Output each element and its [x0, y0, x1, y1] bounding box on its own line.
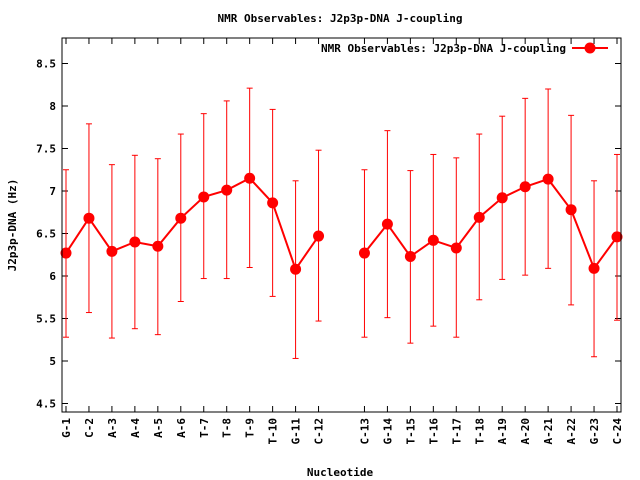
series-line: [65, 177, 320, 272]
data-point: [519, 181, 531, 193]
y-tick-label: 6.5: [36, 228, 56, 241]
y-tick-label: 5: [49, 355, 56, 368]
x-tick-label: T-18: [473, 418, 486, 445]
y-tick-label: 7: [49, 185, 56, 198]
data-point: [404, 250, 416, 262]
y-tick-label: 7.5: [36, 143, 56, 156]
x-tick-label: C-2: [83, 418, 96, 438]
data-point: [313, 230, 325, 242]
data-point: [496, 192, 508, 204]
data-point: [290, 263, 302, 275]
data-point: [198, 191, 210, 203]
data-point: [267, 197, 279, 209]
x-tick-label: A-21: [542, 418, 555, 445]
data-point: [83, 212, 95, 224]
x-tick-label: G-11: [290, 418, 303, 445]
y-tick-label: 5.5: [36, 313, 56, 326]
data-point: [60, 247, 72, 259]
data-point: [129, 236, 141, 248]
legend-label: NMR Observables: J2p3p-DNA J-coupling: [321, 42, 566, 55]
data-point: [565, 204, 577, 216]
data-point: [381, 218, 393, 230]
data-point: [221, 184, 233, 196]
x-tick-label: A-4: [129, 418, 142, 438]
data-point: [542, 173, 554, 185]
series-line: [363, 177, 618, 271]
y-tick-label: 8.5: [36, 58, 56, 71]
x-tick-label: G-23: [588, 418, 601, 445]
x-tick-label: C-24: [611, 418, 624, 445]
x-tick-label: T-15: [404, 418, 417, 445]
x-tick-label: T-7: [198, 418, 211, 438]
x-tick-label: T-8: [221, 418, 234, 438]
legend: NMR Observables: J2p3p-DNA J-coupling: [321, 42, 608, 55]
data-point: [106, 245, 118, 257]
x-tick-label: T-17: [450, 418, 463, 445]
x-tick-label: A-20: [519, 418, 532, 445]
y-tick-label: 6: [49, 270, 56, 283]
x-tick-label: A-6: [175, 418, 188, 438]
data-point: [611, 231, 623, 243]
plot-frame: [61, 37, 622, 413]
x-tick-label: G-14: [381, 418, 394, 445]
x-tick-label: A-3: [106, 418, 119, 438]
x-tick-label: G-1: [60, 418, 73, 438]
data-point: [588, 262, 600, 274]
x-tick-label: A-22: [565, 418, 578, 445]
x-axis-label: Nucleotide: [307, 466, 374, 479]
chart-title: NMR Observables: J2p3p-DNA J-coupling: [217, 12, 462, 25]
x-tick-label: T-10: [267, 418, 280, 445]
x-tick-label: A-19: [496, 418, 509, 445]
legend-marker-swatch: [584, 42, 596, 54]
data-point: [175, 212, 187, 224]
data-point: [358, 247, 370, 259]
x-tick-label: A-5: [152, 418, 165, 438]
plot-area: 4.5 5 5.5 6 6.5 7 7.5 8 8.5 G-1 C-2 A-3 A-4 A-5 A-6 T-7…: [36, 38, 624, 445]
x-tick-label: C-12: [313, 418, 326, 445]
data-point: [473, 211, 485, 223]
x-tick-label: C-13: [358, 418, 371, 445]
x-tick-label: T-9: [244, 418, 257, 438]
y-tick-label: 4.5: [36, 398, 56, 411]
data-point: [427, 234, 439, 246]
data-point: [244, 172, 256, 184]
x-tick-label: T-16: [427, 418, 440, 445]
data-point: [450, 242, 462, 254]
y-axis-label: J2p3p-DNA (Hz): [6, 179, 19, 272]
data-point: [152, 240, 164, 252]
y-tick-label: 8: [49, 100, 56, 113]
